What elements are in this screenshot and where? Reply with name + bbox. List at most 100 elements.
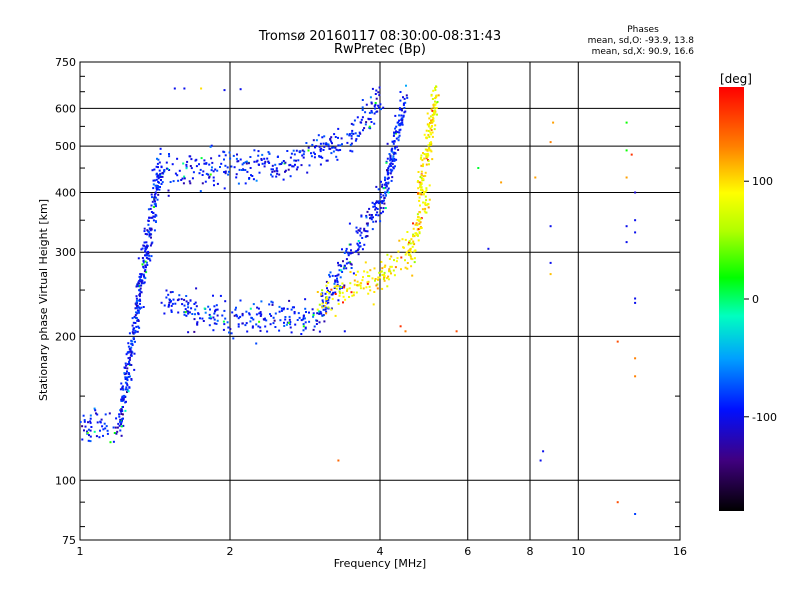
- data-point: [148, 216, 151, 219]
- data-point: [233, 314, 236, 317]
- data-point: [425, 204, 428, 207]
- data-point: [355, 291, 358, 294]
- data-point: [89, 420, 92, 423]
- data-point: [327, 143, 330, 146]
- data-point: [399, 99, 402, 102]
- data-point: [424, 201, 427, 204]
- data-point: [367, 292, 370, 295]
- data-point: [246, 330, 249, 333]
- data-point: [376, 283, 379, 286]
- data-point: [332, 292, 334, 295]
- data-point: [434, 100, 436, 103]
- data-point: [141, 263, 144, 266]
- data-point: [302, 156, 305, 159]
- data-point: [316, 291, 319, 293]
- data-point: [156, 187, 159, 190]
- data-point: [326, 302, 329, 305]
- data-point: [374, 107, 377, 110]
- data-point: [371, 111, 373, 114]
- data-point: [187, 312, 190, 315]
- data-point: [339, 276, 342, 279]
- data-point: [212, 316, 215, 319]
- data-point: [135, 325, 138, 328]
- data-point: [345, 267, 348, 270]
- data-point: [247, 162, 250, 165]
- data-point: [402, 96, 404, 99]
- data-point: [300, 319, 303, 322]
- data-point: [135, 285, 138, 288]
- data-point: [155, 188, 158, 191]
- data-point: [160, 301, 163, 304]
- data-point: [455, 330, 458, 333]
- data-point: [374, 279, 376, 282]
- data-point: [389, 172, 392, 175]
- data-point: [278, 305, 281, 308]
- data-point: [335, 287, 338, 290]
- data-point: [347, 261, 350, 264]
- data-point: [255, 179, 258, 182]
- data-point: [156, 198, 159, 201]
- data-point: [236, 315, 239, 318]
- data-point: [419, 176, 422, 178]
- data-point: [419, 217, 422, 220]
- data-point: [299, 150, 302, 153]
- data-point: [284, 170, 286, 173]
- data-point: [312, 314, 315, 316]
- data-point: [378, 200, 381, 203]
- data-point: [389, 158, 392, 161]
- data-point: [329, 271, 332, 274]
- data-point: [280, 307, 283, 310]
- data-point: [167, 293, 170, 296]
- data-point: [380, 200, 383, 203]
- data-point: [360, 121, 363, 124]
- data-point: [408, 240, 411, 243]
- data-point: [224, 154, 227, 157]
- data-point: [195, 287, 198, 290]
- data-point: [156, 157, 158, 160]
- data-point: [379, 206, 382, 209]
- data-point: [197, 312, 200, 315]
- data-point: [322, 314, 325, 317]
- data-point: [174, 302, 177, 305]
- data-point: [268, 162, 271, 164]
- data-point: [366, 210, 369, 213]
- data-point: [406, 267, 409, 270]
- data-point: [370, 102, 373, 105]
- data-point: [356, 270, 359, 273]
- data-point: [151, 216, 154, 219]
- data-point: [413, 257, 416, 260]
- data-point: [430, 142, 433, 145]
- data-point: [124, 362, 127, 365]
- data-point: [278, 163, 281, 166]
- data-point: [426, 149, 429, 152]
- data-point: [366, 271, 369, 274]
- data-point: [327, 281, 330, 284]
- data-point: [315, 323, 318, 325]
- data-point: [349, 149, 352, 152]
- data-point: [106, 432, 109, 435]
- data-point: [169, 181, 172, 183]
- data-point: [145, 247, 148, 250]
- data-point: [255, 323, 258, 326]
- data-point: [374, 208, 377, 211]
- data-point: [213, 318, 216, 321]
- data-point: [117, 422, 120, 425]
- data-point: [434, 89, 437, 91]
- data-point: [138, 298, 141, 301]
- data-point: [98, 436, 101, 439]
- data-point: [121, 399, 124, 402]
- data-point: [293, 153, 296, 156]
- data-point: [294, 323, 297, 326]
- data-point: [412, 227, 415, 230]
- data-point: [431, 114, 434, 116]
- data-point: [288, 315, 291, 318]
- data-point: [388, 268, 391, 271]
- data-point: [109, 441, 112, 444]
- data-point: [290, 152, 293, 155]
- data-point: [255, 342, 258, 345]
- data-point: [81, 425, 84, 428]
- x-tick-label: 10: [571, 545, 585, 558]
- data-point: [379, 193, 382, 196]
- data-point: [268, 152, 271, 155]
- data-point: [137, 325, 140, 328]
